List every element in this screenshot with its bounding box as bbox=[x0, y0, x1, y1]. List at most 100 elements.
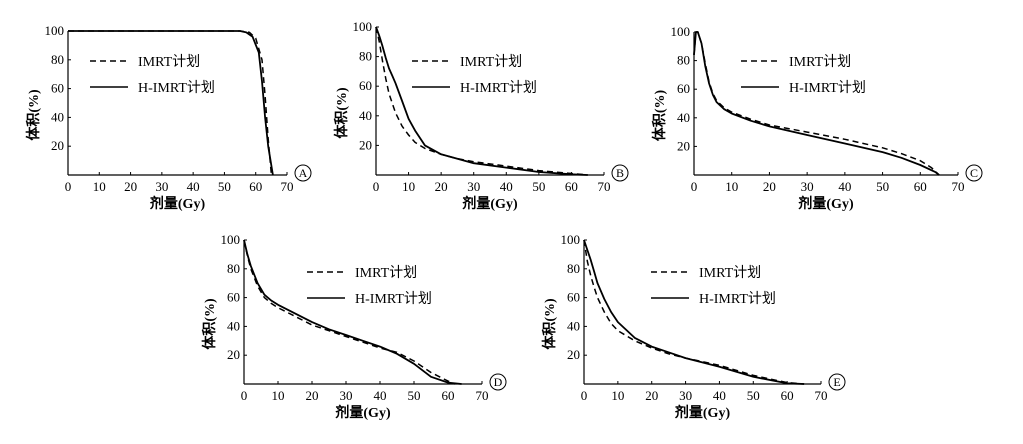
legend: IMRT计划 H-IMRT计划 bbox=[307, 265, 432, 307]
legend: IMRT计划 H-IMRT计划 bbox=[412, 54, 537, 96]
y-tick-label: 80 bbox=[227, 261, 240, 276]
y-axis-label: 体积(%) bbox=[25, 89, 42, 141]
y-tick-label: 80 bbox=[359, 49, 372, 64]
y-tick-label: 40 bbox=[677, 110, 690, 125]
y-tick-label: 60 bbox=[567, 290, 580, 305]
x-tick-label: 50 bbox=[876, 179, 889, 194]
series-line-h-imrt bbox=[243, 239, 462, 385]
x-tick-label: 50 bbox=[218, 179, 231, 194]
x-tick-label: 40 bbox=[838, 179, 851, 194]
chart-panel-e: 0 10 20 30 40 50 60 70 20 40 60 80 100 剂量(Gy) 体积(%) IMR… bbox=[541, 232, 846, 421]
panel-id-circle bbox=[489, 373, 507, 391]
series-line-imrt bbox=[68, 30, 273, 176]
x-tick-label: 70 bbox=[598, 179, 611, 194]
panel-id-circle bbox=[294, 164, 312, 182]
x-tick-label: 10 bbox=[402, 179, 415, 194]
y-tick-label: 60 bbox=[359, 78, 372, 93]
x-tick-label: 10 bbox=[611, 388, 624, 403]
y-tick-label: 40 bbox=[359, 108, 372, 123]
x-tick-label: 30 bbox=[467, 179, 480, 194]
x-tick-label: 20 bbox=[435, 179, 448, 194]
y-tick-label: 100 bbox=[561, 232, 581, 247]
chart-panel-a: 0 10 20 30 40 50 60 70 20 40 60 80 100 剂量(Gy) 体积(%) IMR… bbox=[25, 23, 312, 212]
legend: IMRT计划 H-IMRT计划 bbox=[90, 54, 215, 96]
legend-label: IMRT计划 bbox=[789, 54, 851, 70]
x-tick-label: 60 bbox=[565, 179, 578, 194]
series-line-imrt bbox=[243, 239, 456, 385]
x-axis-label: 剂量(Gy) bbox=[150, 195, 206, 212]
x-tick-label: 70 bbox=[281, 179, 294, 194]
panel-id-badge: C bbox=[965, 164, 983, 182]
legend-label: H-IMRT计划 bbox=[699, 291, 776, 307]
panel-id-letter: C bbox=[970, 166, 978, 180]
x-tick-label: 50 bbox=[532, 179, 545, 194]
x-tick-label: 60 bbox=[781, 388, 794, 403]
y-tick-label: 60 bbox=[227, 290, 240, 305]
x-tick-label: 30 bbox=[801, 179, 814, 194]
panel-id-circle bbox=[828, 373, 846, 391]
y-tick-label: 60 bbox=[677, 81, 690, 96]
y-tick-label: 20 bbox=[359, 137, 372, 152]
y-tick-label: 100 bbox=[45, 23, 65, 38]
y-tick-label: 40 bbox=[227, 318, 240, 333]
x-tick-label: 10 bbox=[725, 179, 738, 194]
chart-panel-c: 0 10 20 30 40 50 60 70 20 40 60 80 100 剂量(Gy) 体积(%) IMR… bbox=[651, 24, 983, 212]
y-tick-label: 20 bbox=[567, 347, 580, 362]
x-tick-label: 0 bbox=[581, 388, 588, 403]
x-tick-label: 40 bbox=[374, 388, 387, 403]
panel-id-circle bbox=[965, 164, 983, 182]
x-tick-label: 60 bbox=[442, 388, 455, 403]
chart-panel-b: 0 10 20 30 40 50 60 70 20 40 60 80 100 剂量(Gy) 体积(%) IMR… bbox=[333, 19, 629, 212]
x-tick-label: 30 bbox=[340, 388, 353, 403]
x-tick-label: 20 bbox=[306, 388, 319, 403]
x-tick-label: 60 bbox=[914, 179, 927, 194]
panel-id-badge: E bbox=[828, 373, 846, 391]
x-axis-label: 剂量(Gy) bbox=[798, 195, 854, 212]
y-axis-label: 体积(%) bbox=[541, 298, 558, 350]
y-tick-label: 20 bbox=[227, 347, 240, 362]
panel-id-badge: B bbox=[611, 164, 629, 182]
x-tick-label: 70 bbox=[815, 388, 828, 403]
legend-label: IMRT计划 bbox=[699, 265, 761, 281]
panel-id-letter: E bbox=[833, 375, 840, 389]
x-tick-label: 20 bbox=[763, 179, 776, 194]
y-tick-label: 40 bbox=[567, 318, 580, 333]
x-tick-label: 30 bbox=[155, 179, 168, 194]
x-tick-label: 70 bbox=[476, 388, 489, 403]
x-tick-label: 40 bbox=[500, 179, 513, 194]
legend-label: H-IMRT计划 bbox=[355, 291, 432, 307]
series-line-imrt bbox=[375, 26, 588, 176]
panel-id-letter: A bbox=[299, 166, 308, 180]
y-axis-label: 体积(%) bbox=[201, 298, 218, 350]
legend: IMRT计划 H-IMRT计划 bbox=[651, 265, 776, 307]
x-tick-label: 10 bbox=[272, 388, 285, 403]
legend-label: H-IMRT计划 bbox=[138, 80, 215, 96]
series-line-h-imrt bbox=[68, 30, 274, 176]
legend: IMRT计划 H-IMRT计划 bbox=[741, 54, 866, 96]
y-axis-label: 体积(%) bbox=[333, 87, 350, 139]
y-tick-label: 40 bbox=[51, 109, 64, 124]
legend-label: IMRT计划 bbox=[355, 265, 417, 281]
legend-label: IMRT计划 bbox=[460, 54, 522, 70]
panel-id-letter: D bbox=[494, 375, 503, 389]
y-tick-label: 80 bbox=[567, 261, 580, 276]
x-tick-label: 0 bbox=[65, 179, 72, 194]
series-line-imrt bbox=[693, 31, 940, 176]
x-tick-label: 40 bbox=[713, 388, 726, 403]
x-tick-label: 0 bbox=[373, 179, 380, 194]
y-tick-label: 20 bbox=[677, 138, 690, 153]
x-axis-label: 剂量(Gy) bbox=[675, 404, 731, 421]
legend-label: H-IMRT计划 bbox=[789, 80, 866, 96]
y-tick-label: 100 bbox=[353, 19, 373, 34]
legend-label: H-IMRT计划 bbox=[460, 80, 537, 96]
x-tick-label: 60 bbox=[249, 179, 262, 194]
y-tick-label: 20 bbox=[51, 138, 64, 153]
x-tick-label: 50 bbox=[408, 388, 421, 403]
y-axis-label: 体积(%) bbox=[651, 90, 668, 142]
x-tick-label: 30 bbox=[679, 388, 692, 403]
x-tick-label: 20 bbox=[645, 388, 658, 403]
x-tick-label: 10 bbox=[93, 179, 106, 194]
panel-id-circle bbox=[611, 164, 629, 182]
chart-panel-d: 0 10 20 30 40 50 60 70 20 40 60 80 100 剂量(Gy) 体积(%) IMR… bbox=[201, 232, 507, 421]
